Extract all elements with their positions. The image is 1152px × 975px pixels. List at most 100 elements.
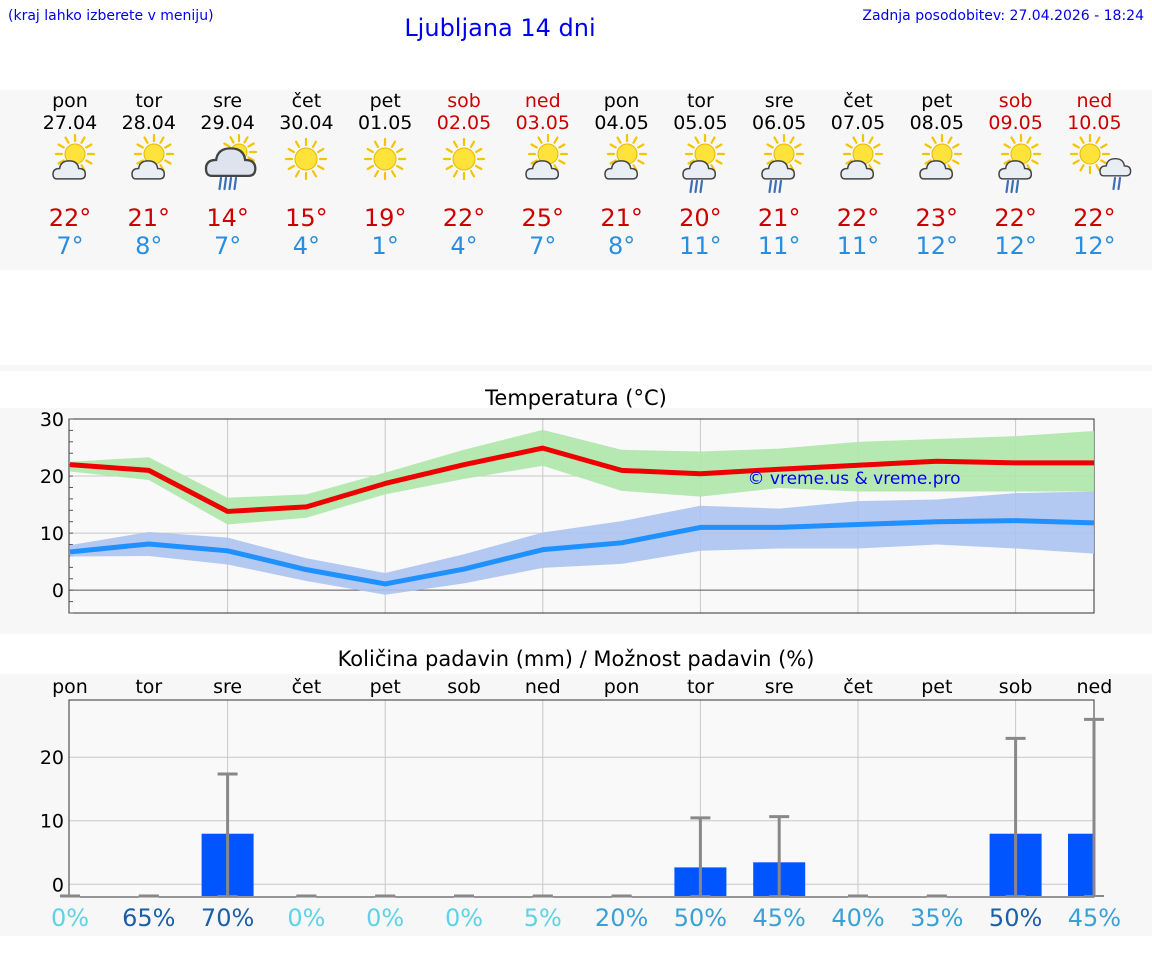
min-temperature: 8°: [607, 232, 636, 260]
sun-rain-light-icon: [1055, 133, 1133, 196]
last-update: Zadnja posodobitev: 27.04.2026 - 18:24: [862, 8, 1144, 24]
day-date: 10.05: [1067, 112, 1122, 134]
precip-probability: 70%: [200, 904, 255, 932]
sun-rain-icon: [661, 133, 739, 196]
max-temperature: 25°: [521, 204, 565, 232]
precip-day-label: sob: [998, 676, 1033, 698]
day-name: sob: [998, 90, 1033, 112]
precip-day-label: pon: [603, 676, 640, 698]
day-name: pet: [921, 90, 953, 112]
day-date: 08.05: [909, 112, 964, 134]
sun-rain-icon: [740, 133, 818, 196]
day-date: 28.04: [121, 112, 176, 134]
sun-icon: [267, 134, 345, 196]
min-temperature: 7°: [529, 232, 557, 260]
sun-cloud-icon: [504, 133, 582, 196]
precip-bar: [1068, 833, 1094, 896]
temperature-chart-title: Temperatura (°C): [485, 386, 667, 410]
max-temperature: 21°: [757, 204, 801, 232]
max-temperature: 14°: [206, 204, 249, 232]
sun-rain-icon: [977, 133, 1055, 196]
rain-cloud-icon: [189, 133, 267, 196]
min-temperature: 7°: [213, 232, 242, 260]
forecast-day: ned 03.05 25° 7°: [504, 90, 582, 260]
precip-probability: 65%: [122, 904, 176, 932]
max-temperature: 22°: [994, 204, 1037, 232]
min-temperature: 7°: [56, 232, 84, 260]
day-name: sob: [447, 90, 481, 112]
forecast-day: čet 30.04 15° 4°: [267, 90, 345, 260]
forecast-day: sre 29.04 14° 7°: [189, 90, 267, 260]
max-temperature: 22°: [442, 204, 486, 232]
sun-cloud-icon: [110, 133, 188, 196]
y-tick-label: 30: [40, 409, 64, 431]
min-temperature: 11°: [679, 232, 722, 260]
day-date: 29.04: [200, 112, 255, 134]
day-name: pon: [603, 90, 640, 112]
min-temperature: 11°: [836, 232, 880, 260]
sun-icon: [425, 134, 503, 196]
day-name: tor: [686, 90, 714, 112]
precip-day-label: pet: [369, 676, 401, 698]
y-tick-label: 10: [40, 523, 64, 545]
sun-cloud-icon: [31, 133, 109, 196]
forecast-day: pet 01.05 19° 1°: [346, 90, 424, 260]
precip-probability: 35%: [910, 904, 964, 932]
min-temperature: 8°: [135, 232, 163, 260]
max-temperature: 20°: [679, 204, 722, 232]
forecast-day: čet 07.05 22° 11°: [819, 90, 897, 260]
min-temperature: 12°: [994, 232, 1037, 260]
forecast-day: ned 10.05 22° 12°: [1055, 90, 1133, 260]
precipitation-chart: 0 10 20: [40, 699, 1104, 898]
day-date: 05.05: [673, 112, 728, 134]
day-name: tor: [135, 90, 163, 112]
day-date: 04.05: [594, 112, 649, 134]
day-name: čet: [291, 90, 322, 112]
day-date: 03.05: [515, 112, 570, 134]
min-temperature-range-band: [70, 491, 1094, 595]
max-temperature: 22°: [1073, 204, 1116, 232]
day-name: pet: [369, 90, 401, 112]
min-temperature: 12°: [915, 232, 959, 260]
day-date: 09.05: [988, 112, 1043, 134]
min-temperature-line: [69, 518, 1095, 587]
precip-probability: 45%: [1067, 904, 1122, 932]
day-name: sre: [764, 90, 794, 112]
precip-probability: 45%: [752, 904, 806, 932]
day-name: ned: [1076, 90, 1113, 112]
precip-day-label: pet: [921, 676, 953, 698]
precip-day-label: pon: [52, 676, 88, 698]
forecast-strip: [0, 90, 1152, 270]
menu-hint: (kraj lahko izberete v meniju): [8, 8, 214, 24]
forecast-day: tor 05.05 20° 11°: [661, 90, 739, 260]
precip-probability: 50%: [673, 904, 728, 932]
forecast-day: pon 04.05 21° 8°: [583, 90, 661, 260]
sun-cloud-icon: [819, 133, 897, 196]
y-tick-label: 10: [40, 811, 64, 833]
max-temperature: 19°: [363, 204, 407, 232]
precip-day-label: sre: [213, 676, 243, 698]
y-tick-label: 0: [52, 874, 64, 896]
precip-probability: 5%: [523, 904, 562, 932]
precip-day-label: tor: [135, 676, 163, 698]
max-temperature-line: [69, 445, 1094, 514]
day-date: 02.05: [436, 112, 492, 134]
sun-icon: [346, 134, 424, 196]
precip-day-label: čet: [291, 676, 322, 698]
forecast-day: pon 27.04 22° 7°: [31, 90, 109, 260]
separator: [0, 365, 1152, 371]
day-date: 30.04: [279, 112, 334, 134]
precip-probability: 50%: [988, 904, 1043, 932]
y-tick-label: 20: [40, 747, 64, 769]
max-temperature: 22°: [48, 204, 92, 232]
precip-day-label: sre: [764, 676, 794, 698]
precip-probability: 0%: [444, 904, 484, 932]
forecast-day: pet 08.05 23° 12°: [898, 90, 976, 260]
day-name: sre: [213, 90, 243, 112]
max-temperature: 21°: [600, 204, 643, 232]
sun-cloud-icon: [898, 133, 976, 196]
y-tick-label: 0: [52, 580, 64, 602]
precip-day-label: tor: [686, 676, 714, 698]
precip-probability: 0%: [50, 904, 90, 932]
precip-day-label: ned: [1076, 676, 1113, 698]
